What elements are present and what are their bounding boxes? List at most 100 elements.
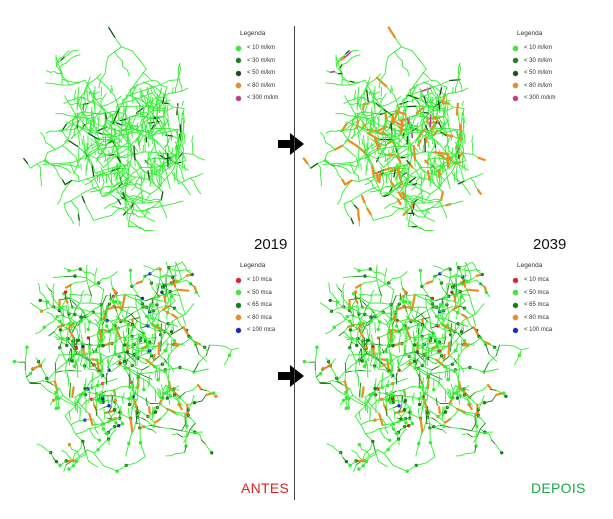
pipe-segment	[365, 357, 368, 367]
pipe-segment	[70, 200, 75, 206]
pipe-segment	[408, 213, 412, 221]
pipe-segment	[118, 192, 123, 198]
pipe-segment	[428, 342, 435, 345]
pipe-segment	[398, 438, 400, 446]
pipe-segment	[363, 115, 370, 117]
pipe-segment	[474, 412, 477, 421]
pipe-segment	[79, 454, 86, 458]
pipe-segment	[119, 405, 122, 415]
pipe-segment	[179, 396, 188, 406]
pipe-segment	[433, 163, 436, 175]
pipe-segment	[309, 162, 319, 169]
pipe-segment	[428, 303, 435, 308]
pipe-segment	[328, 282, 330, 289]
pipe-segment	[365, 433, 374, 442]
pipe-segment	[128, 177, 136, 183]
pipe-segment	[102, 277, 109, 280]
node-marker	[353, 290, 358, 294]
pipe-segment	[100, 93, 107, 102]
pipe-segment	[36, 163, 42, 169]
pipe-segment	[392, 140, 395, 152]
pipe-segment	[74, 314, 81, 317]
pipe-segment	[71, 116, 76, 121]
pipe-segment	[106, 325, 110, 332]
pipe-segment	[405, 154, 410, 158]
pipe-segment	[163, 163, 171, 167]
pipe-segment	[449, 413, 456, 420]
pipe-segment	[44, 158, 50, 164]
pipe-segment	[85, 153, 87, 162]
pipe-segment	[391, 147, 393, 153]
pipe-segment	[80, 316, 85, 322]
pipe-segment	[54, 299, 58, 305]
node-marker	[118, 361, 122, 365]
pipe-segment	[381, 418, 386, 424]
pipe-segment	[419, 417, 424, 433]
pipe-segment	[77, 192, 85, 198]
pipe-segment	[350, 124, 354, 130]
pipe-segment	[352, 314, 354, 324]
pipe-segment	[341, 139, 349, 147]
node-marker	[123, 343, 127, 347]
pipe-segment	[461, 293, 470, 296]
pipe-segment	[93, 176, 99, 187]
pipe-segment	[138, 333, 147, 338]
pipe-segment	[468, 322, 473, 328]
pipe-segment	[427, 369, 433, 377]
pipe-segment	[153, 151, 166, 155]
node-marker	[122, 359, 127, 363]
pipe-segment	[61, 305, 64, 312]
pipe-segment	[136, 367, 143, 371]
pipe-segment	[390, 289, 395, 305]
pipe-segment	[179, 81, 183, 87]
pipe-segment	[62, 325, 69, 330]
pipe-segment	[391, 99, 398, 103]
pipe-segment	[430, 361, 437, 365]
pipe-segment	[360, 163, 362, 171]
pipe-segment	[484, 400, 493, 404]
pipe-segment	[346, 338, 353, 341]
pipe-segment	[431, 134, 434, 140]
pipe-segment	[127, 81, 138, 96]
pipe-segment	[129, 417, 134, 433]
pipe-segment	[100, 72, 106, 81]
pipe-segment	[337, 162, 353, 164]
pipe-segment	[409, 139, 414, 156]
pipe-segment	[423, 81, 430, 85]
pipe-segment	[424, 298, 437, 302]
pipe-segment	[181, 261, 186, 267]
node-marker	[416, 344, 420, 348]
pipe-segment	[466, 278, 473, 282]
pipe-segment	[369, 143, 375, 147]
pipe-segment	[165, 203, 171, 206]
pipe-segment	[379, 302, 392, 305]
pipe-segment	[159, 355, 165, 360]
pipe-segment	[55, 56, 59, 64]
pipe-segment	[95, 144, 101, 147]
pipe-segment	[46, 311, 53, 315]
pipe-segment	[139, 317, 142, 329]
pipe-segment	[386, 333, 390, 350]
pipe-segment	[405, 128, 409, 144]
pipe-segment	[325, 130, 332, 134]
pipe-segment	[449, 355, 455, 360]
pipe-segment	[204, 346, 209, 353]
head-loss-network-2019	[23, 26, 206, 232]
pipe-segment	[439, 80, 451, 86]
pipe-segment	[430, 131, 433, 137]
pipe-segment	[167, 367, 170, 382]
pipe-segment	[446, 293, 448, 306]
pipe-segment	[458, 62, 461, 69]
pipe-segment	[80, 316, 88, 323]
pipe-segment	[416, 209, 423, 212]
pipe-segment	[337, 390, 348, 397]
pipe-segment	[374, 138, 380, 151]
pipe-segment	[132, 398, 140, 415]
pipe-segment	[94, 116, 96, 127]
pipe-segment	[423, 193, 431, 203]
pipe-segment	[92, 423, 102, 426]
pipe-segment	[103, 409, 116, 415]
pipe-segment	[165, 269, 169, 279]
pipe-segment	[45, 82, 55, 85]
pipe-segment	[158, 172, 161, 186]
